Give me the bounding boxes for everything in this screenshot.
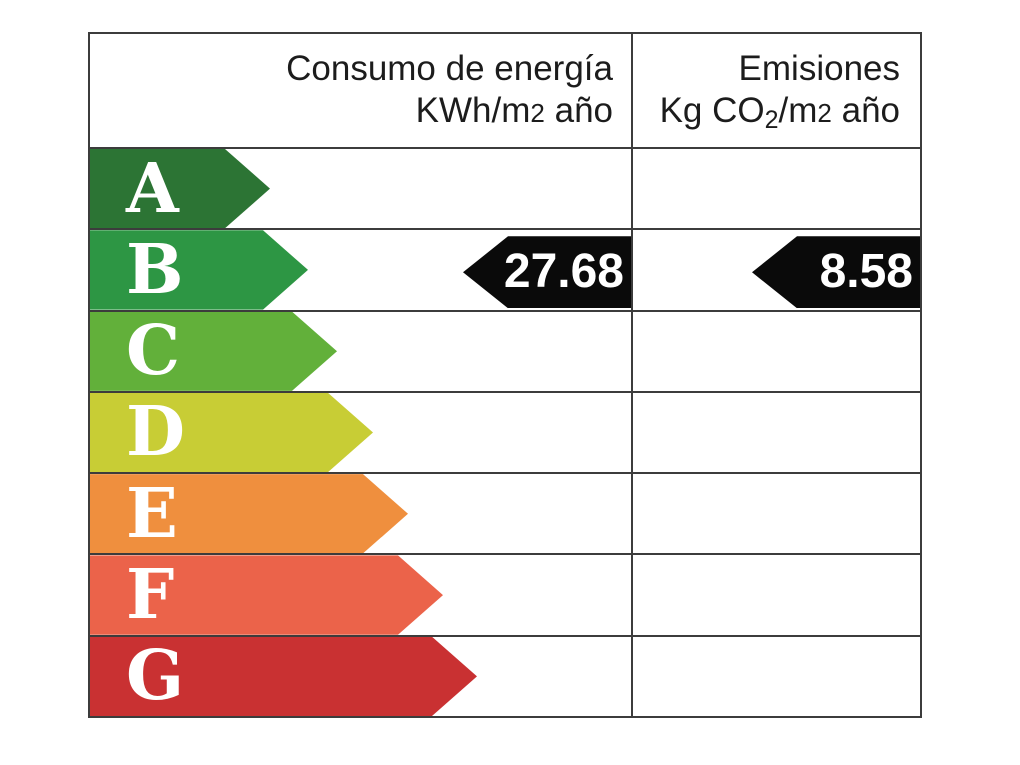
emisiones-m2-digit: 2 — [817, 98, 832, 128]
emisiones-header-title: Emisiones — [738, 49, 900, 88]
rating-row-g: G — [90, 634, 920, 716]
rating-row-e: E — [90, 472, 920, 553]
rating-letter-b: B — [126, 229, 184, 310]
rating-arrow-g: G — [90, 637, 477, 716]
consumo-value: 27.68 — [503, 245, 624, 299]
rating-row-b: B 27.68 8.58 — [90, 228, 920, 309]
rating-letter-c: C — [126, 311, 181, 392]
header-consumo-cell: Consumo de energía KWh/m2 año — [90, 34, 633, 147]
rating-row-a: A — [90, 147, 920, 228]
rating-row-c: C — [90, 309, 920, 391]
rating-letter-d: D — [126, 392, 185, 473]
consumo-value-arrow: 27.68 — [463, 236, 631, 309]
emisiones-value-arrow: 8.58 — [752, 236, 920, 309]
rating-letter-a: A — [126, 148, 179, 229]
rating-arrow-d: D — [90, 393, 373, 472]
co2-subscript-digit: 2 — [764, 106, 779, 134]
emisiones-value: 8.58 — [819, 245, 913, 299]
rating-arrow-a: A — [90, 149, 270, 228]
rating-arrow-f: F — [90, 555, 443, 634]
header-emisiones-cell: Emisiones Kg CO2/m2 año — [633, 34, 920, 147]
rating-letter-e: E — [126, 473, 178, 554]
table-header-row: Consumo de energía KWh/m2 año Emisiones … — [90, 34, 920, 147]
consumo-header-units: KWh/m2 año — [415, 91, 613, 130]
column-divider-line — [631, 34, 633, 716]
energy-rating-table: Consumo de energía KWh/m2 año Emisiones … — [88, 32, 922, 718]
rating-arrow-c: C — [90, 312, 337, 391]
rating-row-f: F — [90, 553, 920, 634]
rating-letter-f: F — [126, 555, 175, 636]
rating-row-d: D — [90, 390, 920, 472]
consumo-header-title: Consumo de energía — [286, 49, 613, 88]
rating-arrow-b: B — [90, 230, 308, 309]
rating-arrow-e: E — [90, 474, 408, 553]
emisiones-header-units: Kg CO2/m2 año — [659, 91, 900, 134]
consumo-m2-digit: 2 — [530, 98, 545, 128]
rating-letter-g: G — [126, 636, 185, 717]
